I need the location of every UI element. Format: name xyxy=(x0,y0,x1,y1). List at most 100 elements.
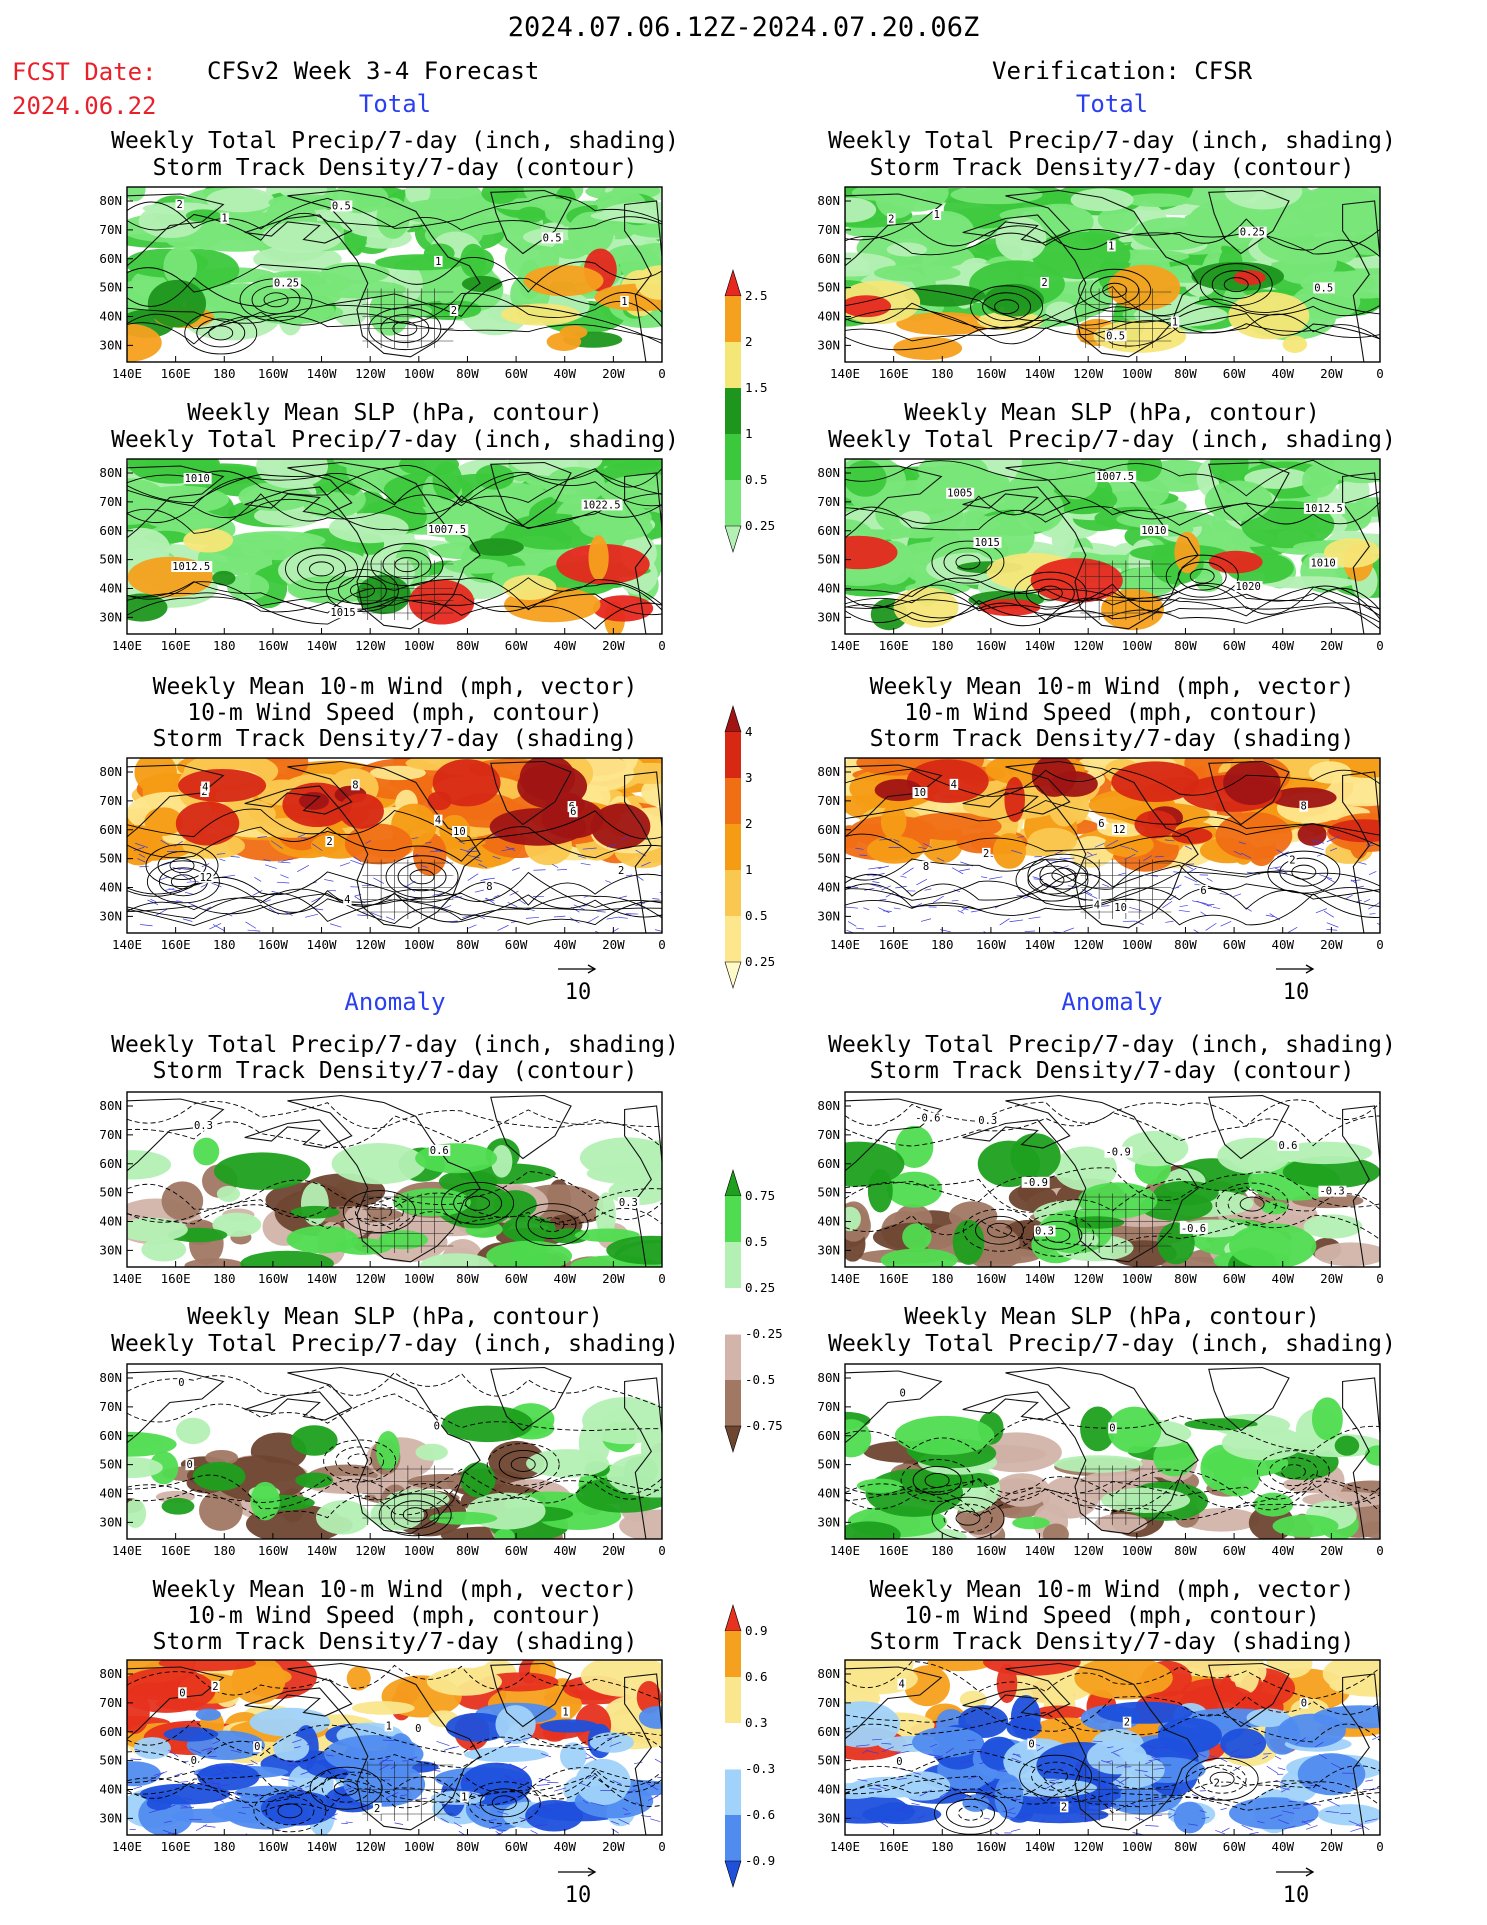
colorbar-segment xyxy=(725,434,741,480)
lon-tick-label: 80W xyxy=(456,1271,479,1286)
lat-tick-label: 80N xyxy=(99,1370,122,1385)
panel-title: Storm Track Density/7-day (contour) xyxy=(869,155,1355,181)
lon-tick-label: 120W xyxy=(1073,1543,1104,1558)
contour-label: 0 xyxy=(1028,1738,1034,1750)
contour-label-bg xyxy=(1199,885,1208,897)
contour-label: 1022.5 xyxy=(583,499,621,511)
section-anomaly-right: Anomaly xyxy=(1061,988,1163,1016)
lon-tick-label: 180 xyxy=(213,1271,236,1286)
lon-tick-label: 180 xyxy=(931,638,954,653)
lon-tick-label: 40W xyxy=(1271,366,1294,381)
lat-tick-label: 80N xyxy=(817,1098,840,1113)
contour-label: 2 xyxy=(618,865,624,877)
contour-label: 6 xyxy=(1200,885,1206,897)
map-panel-verify-total-slp: 1005 1010 1010 1007.5 1012.5 1015 1020 80N 70N 60… xyxy=(817,458,1384,653)
contour-label: 2 xyxy=(212,1681,218,1693)
contour-label-bg xyxy=(253,1741,262,1753)
lon-tick-label: 100W xyxy=(404,1271,435,1286)
lon-tick-label: 100W xyxy=(404,366,435,381)
lon-tick-label: 140W xyxy=(1024,1271,1055,1286)
contour-label: 1010 xyxy=(185,473,210,485)
map-panel-forecast-anomaly-wind: 0 1 0 2 1 0 1 2 0 80N 70N 60N 50N 40N 30N 140E 160E 180 16… xyxy=(99,1659,666,1854)
lon-tick-label: 100W xyxy=(1122,366,1153,381)
colorbar-label: -0.6 xyxy=(745,1807,775,1822)
lon-tick-label: 100W xyxy=(1122,937,1153,952)
panel-title: Weekly Total Precip/7-day (inch, shading… xyxy=(111,427,679,453)
lat-tick-label: 30N xyxy=(99,609,122,624)
lon-tick-label: 140W xyxy=(306,1839,337,1854)
lon-tick-label: 140W xyxy=(1024,366,1055,381)
contour-label-bg xyxy=(977,1115,999,1127)
contour-label-bg xyxy=(432,1420,442,1432)
contour-label-bg xyxy=(1299,800,1308,812)
lon-tick-label: 160W xyxy=(258,1839,289,1854)
lon-tick-label: 20W xyxy=(602,937,625,952)
lon-tick-label: 20W xyxy=(602,638,625,653)
map-panel-verify-total-precip: 2 1 0.5 0.5 0.25 2 1 1 80N 70N 60N 50N 40N 30N 140E 160… xyxy=(817,186,1384,381)
colorbar-label: 0.9 xyxy=(745,1623,768,1638)
lon-tick-label: 140W xyxy=(306,937,337,952)
panel-title: Weekly Total Precip/7-day (inch, shading… xyxy=(111,1331,679,1357)
contour-label: 10 xyxy=(1114,902,1127,914)
vector-reference-right-anomaly: 10 xyxy=(1266,1858,1326,1908)
lon-tick-label: 20W xyxy=(602,1839,625,1854)
lon-tick-label: 120W xyxy=(1073,937,1104,952)
contour-label: 8 xyxy=(486,881,492,893)
panel-title: Weekly Mean 10-m Wind (mph, vector) xyxy=(152,674,638,700)
lat-tick-label: 30N xyxy=(817,1242,840,1257)
lon-tick-label: 140E xyxy=(112,1839,142,1854)
contour-label: 6 xyxy=(570,806,576,818)
verification-title: Verification: CFSR xyxy=(992,57,1253,85)
contour-label: 2 xyxy=(1041,277,1047,289)
contour-label-bg xyxy=(414,1723,423,1735)
panel-title: Storm Track Density/7-day (contour) xyxy=(152,155,638,181)
contour-label: 0.6 xyxy=(430,1145,449,1157)
colorbar-segment xyxy=(724,1425,742,1454)
contour-label-bg xyxy=(178,1687,187,1699)
contour-label-bg xyxy=(1095,471,1137,483)
contour-label-bg xyxy=(351,779,360,791)
lat-tick-label: 30N xyxy=(99,337,122,352)
lat-tick-label: 50N xyxy=(817,280,840,295)
contour-label-bg xyxy=(932,208,942,220)
colorbar-label: 0.5 xyxy=(745,908,768,923)
colorbar-label: 0.25 xyxy=(745,518,775,533)
colorbar-segment xyxy=(725,1380,741,1426)
contour-label: 2 xyxy=(888,213,894,225)
lon-tick-label: 160E xyxy=(161,1839,191,1854)
contour-label-bg xyxy=(220,212,229,224)
colorbar-segment xyxy=(725,296,741,342)
contour-label: 12 xyxy=(1113,824,1126,836)
contour-label: 8 xyxy=(1300,801,1306,813)
lon-tick-label: 40W xyxy=(553,1543,576,1558)
lat-tick-label: 60N xyxy=(99,251,122,266)
lon-tick-label: 140E xyxy=(112,638,142,653)
contour-label: 0.5 xyxy=(332,200,351,212)
lon-tick-label: 160W xyxy=(976,1543,1007,1558)
contour-label-bg xyxy=(1097,818,1106,830)
lat-tick-label: 40N xyxy=(99,1782,122,1797)
contour-label-bg xyxy=(561,1706,570,1718)
colorbar-label: 2.5 xyxy=(745,288,768,303)
contour-label: 4 xyxy=(202,782,208,794)
lon-tick-label: 80W xyxy=(1174,1543,1197,1558)
contour-label-bg xyxy=(1108,1422,1117,1434)
contour-label-bg xyxy=(183,473,212,485)
contour-label-bg xyxy=(581,499,623,511)
contour-label: 1 xyxy=(934,209,940,221)
lat-tick-label: 80N xyxy=(99,764,122,779)
vector-reference-left-total: 10 xyxy=(548,955,608,1005)
lon-tick-label: 140E xyxy=(112,1271,142,1286)
lat-tick-label: 60N xyxy=(817,1428,840,1443)
contour-label: 0.3 xyxy=(1035,1225,1054,1237)
fcst-date-value: 2024.06.22 xyxy=(12,92,157,120)
lon-tick-label: 160W xyxy=(258,638,289,653)
colorbar-segment xyxy=(724,961,742,990)
lat-tick-label: 30N xyxy=(817,337,840,352)
lat-tick-label: 50N xyxy=(99,1185,122,1200)
lon-tick-label: 100W xyxy=(1122,1271,1153,1286)
contour-label: 8 xyxy=(352,779,358,791)
panel-title: Weekly Total Precip/7-day (inch, shading… xyxy=(111,128,679,154)
map-panel-forecast-anomaly-precip: 0.3 0.6 0.3 80N 70N 60N 50N 40N 30N 140E 160E 180 16… xyxy=(99,1091,666,1286)
lat-tick-label: 70N xyxy=(817,1127,840,1142)
